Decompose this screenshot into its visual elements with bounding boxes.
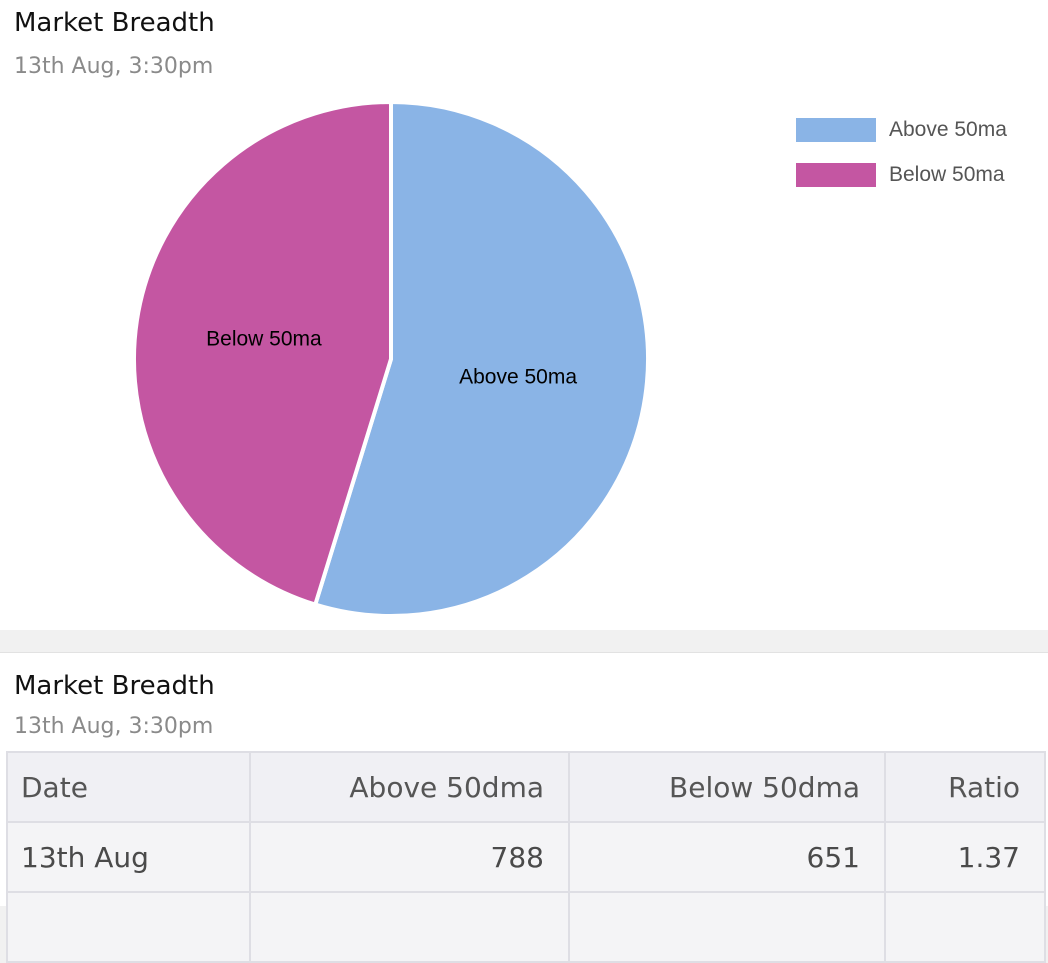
- pie-slice-below[interactable]: [132, 100, 393, 607]
- column-header-ratio[interactable]: Ratio: [884, 751, 1046, 823]
- pie-slice-above[interactable]: [313, 100, 650, 618]
- cell-above: 788: [249, 821, 570, 893]
- slice-label-below: Below 50ma: [206, 327, 322, 350]
- chart-card: Market Breadth 13th Aug, 3:30pm Above 50…: [0, 0, 1048, 630]
- column-header-date[interactable]: Date: [6, 751, 251, 823]
- cell-empty: [6, 891, 251, 963]
- pie-chart: Above 50ma Below 50ma: [132, 100, 650, 618]
- legend-label-above: Above 50ma: [889, 118, 1007, 141]
- table-subtitle: 13th Aug, 3:30pm: [14, 714, 214, 739]
- cell-date: 13th Aug: [6, 821, 251, 893]
- breadth-table: Date Above 50dma Below 50dma Ratio 13th …: [6, 751, 1046, 963]
- column-header-above[interactable]: Above 50dma: [249, 751, 570, 823]
- chart-title: Market Breadth: [14, 8, 215, 38]
- legend-label-below: Below 50ma: [889, 163, 1005, 186]
- legend-swatch-below: [796, 163, 876, 187]
- cell-ratio: 1.37: [884, 821, 1046, 893]
- cell-empty: [249, 891, 570, 963]
- chart-subtitle: 13th Aug, 3:30pm: [14, 54, 214, 79]
- chart-legend: Above 50ma Below 50ma: [796, 116, 1007, 206]
- table-card: Market Breadth 13th Aug, 3:30pm Date Abo…: [0, 652, 1048, 963]
- legend-item-below[interactable]: Below 50ma: [796, 161, 1007, 189]
- column-header-below[interactable]: Below 50dma: [568, 751, 886, 823]
- cell-empty: [884, 891, 1046, 963]
- legend-item-above[interactable]: Above 50ma: [796, 116, 1007, 144]
- table-title: Market Breadth: [14, 671, 215, 701]
- table-row: 13th Aug 788 651 1.37: [6, 821, 1046, 893]
- slice-label-above: Above 50ma: [459, 366, 577, 389]
- table-header-row: Date Above 50dma Below 50dma Ratio: [6, 751, 1046, 823]
- legend-swatch-above: [796, 118, 876, 142]
- cell-empty: [568, 891, 886, 963]
- cell-below: 651: [568, 821, 886, 893]
- table-row-partial: [6, 891, 1046, 963]
